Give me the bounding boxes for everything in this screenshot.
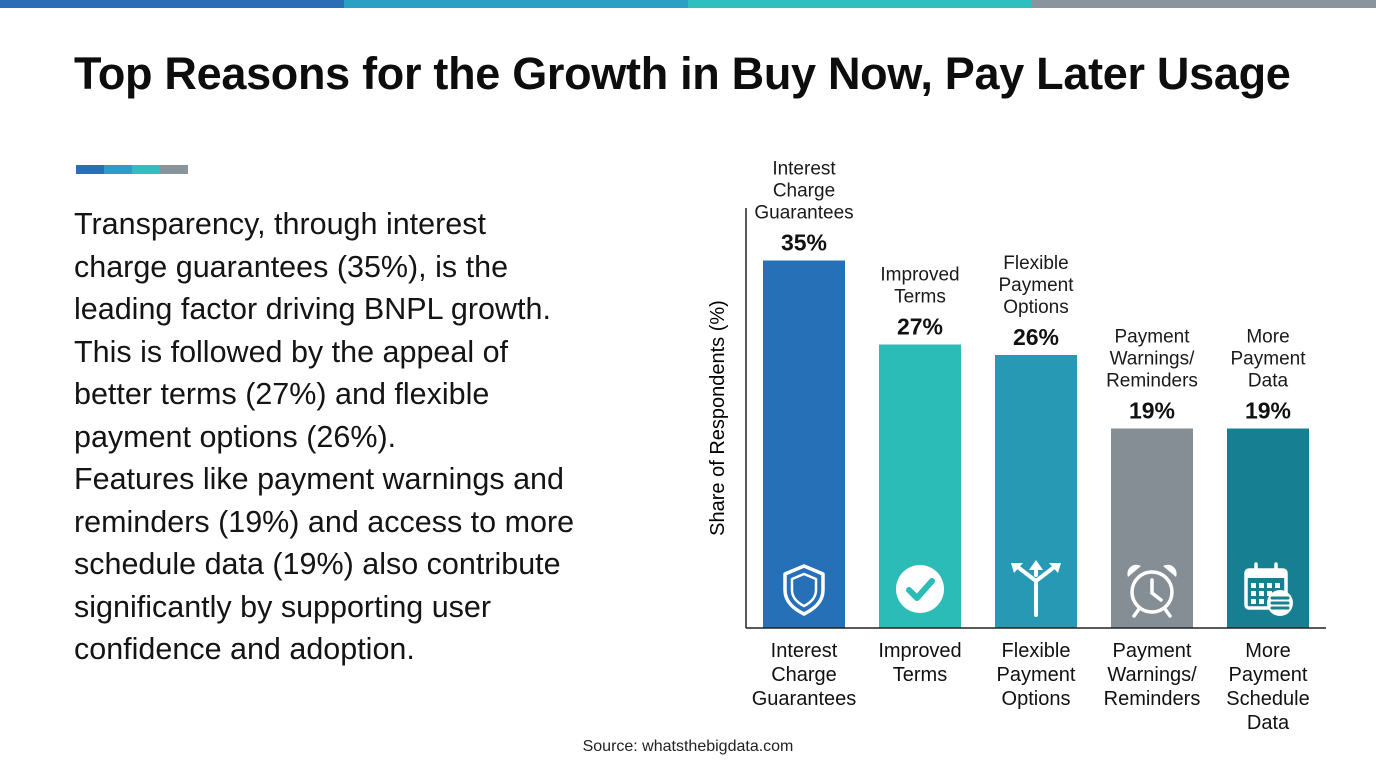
accent-segment-2 <box>104 165 132 174</box>
summary-line: reminders (19%) and access to more <box>74 504 575 539</box>
strip-segment-2 <box>344 0 688 8</box>
strip-segment-3 <box>688 0 1032 8</box>
bar-value-label: 35% <box>781 230 827 256</box>
x-tick-label: Flexible <box>1002 640 1071 662</box>
summary-paragraph: Transparency, through interest charge gu… <box>74 203 634 671</box>
bar-value-label: 26% <box>1013 324 1059 350</box>
bar-top-label: Guarantees <box>754 203 853 224</box>
summary-line: schedule data (19%) also contribute <box>74 547 561 581</box>
x-tick-label: Payment <box>1113 640 1192 662</box>
summary-line: Features like payment warnings and <box>74 462 564 496</box>
x-tick-label: Options <box>1002 688 1071 710</box>
accent-segment-4 <box>160 165 188 174</box>
y-axis-title: Share of Respondents (%) <box>707 300 729 536</box>
x-tick-label: Terms <box>893 664 947 686</box>
x-tick-label: Improved <box>878 640 961 662</box>
bar-top-label: Reminders <box>1106 371 1198 392</box>
bar-top-label: Warnings/ <box>1110 349 1196 370</box>
summary-line: confidence and adoption. <box>74 632 415 666</box>
x-tick-label: Interest <box>771 640 838 662</box>
split-arrows-icon <box>1011 560 1061 617</box>
x-tick-label: Charge <box>771 664 837 686</box>
bar-top-label: Improved <box>880 265 959 286</box>
bar-top-label: Terms <box>894 287 946 308</box>
checkmark-icon <box>896 565 944 613</box>
bar-value-label: 27% <box>897 314 943 340</box>
bar-value-label: 19% <box>1245 398 1291 424</box>
bar-value-label: 19% <box>1129 398 1175 424</box>
bar-top-label: Payment <box>999 275 1075 296</box>
summary-line: leading factor driving BNPL growth. <box>74 292 551 326</box>
summary-line: better terms (27%) and flexible <box>74 377 490 411</box>
bar-top-label: Interest <box>772 159 836 180</box>
bar-top-label: Charge <box>773 181 835 202</box>
bar-top-label: More <box>1246 327 1289 348</box>
summary-line: significantly by supporting user <box>74 589 492 624</box>
bar-top-label: Payment <box>1115 327 1191 348</box>
accent-segment-3 <box>132 165 160 174</box>
x-tick-label: Reminders <box>1104 688 1201 710</box>
calendar-database-icon <box>1244 562 1293 616</box>
page-title: Top Reasons for the Growth in Buy Now, P… <box>74 48 1291 99</box>
top-color-strip <box>0 0 1376 8</box>
x-tick-label: Schedule <box>1226 688 1309 710</box>
bar-top-label: Data <box>1248 371 1289 392</box>
x-tick-label: Guarantees <box>752 688 857 710</box>
bar-top-label: Options <box>1003 297 1068 318</box>
strip-segment-4 <box>1032 0 1376 8</box>
summary-line: Transparency, through interest <box>74 207 486 241</box>
bar-top-label: Flexible <box>1003 253 1068 274</box>
source-note: Source: whatsthebigdata.com <box>582 738 794 755</box>
accent-segment-1 <box>76 165 104 174</box>
strip-segment-1 <box>0 0 344 8</box>
x-tick-label: Data <box>1247 712 1290 734</box>
accent-bar <box>76 165 188 174</box>
x-tick-label: Payment <box>997 664 1076 686</box>
bar-top-label: Payment <box>1231 349 1307 370</box>
x-tick-label: Payment <box>1229 664 1308 686</box>
summary-line: This is followed by the appeal of <box>74 334 509 369</box>
x-tick-label: Warnings/ <box>1107 664 1197 686</box>
bar <box>1111 428 1193 628</box>
x-tick-label: More <box>1245 640 1291 662</box>
shield-icon <box>783 564 825 616</box>
alarm-clock-icon <box>1127 564 1177 618</box>
summary-line: payment options (26%). <box>74 419 397 454</box>
summary-line: charge guarantees (35%), is the <box>74 249 509 284</box>
